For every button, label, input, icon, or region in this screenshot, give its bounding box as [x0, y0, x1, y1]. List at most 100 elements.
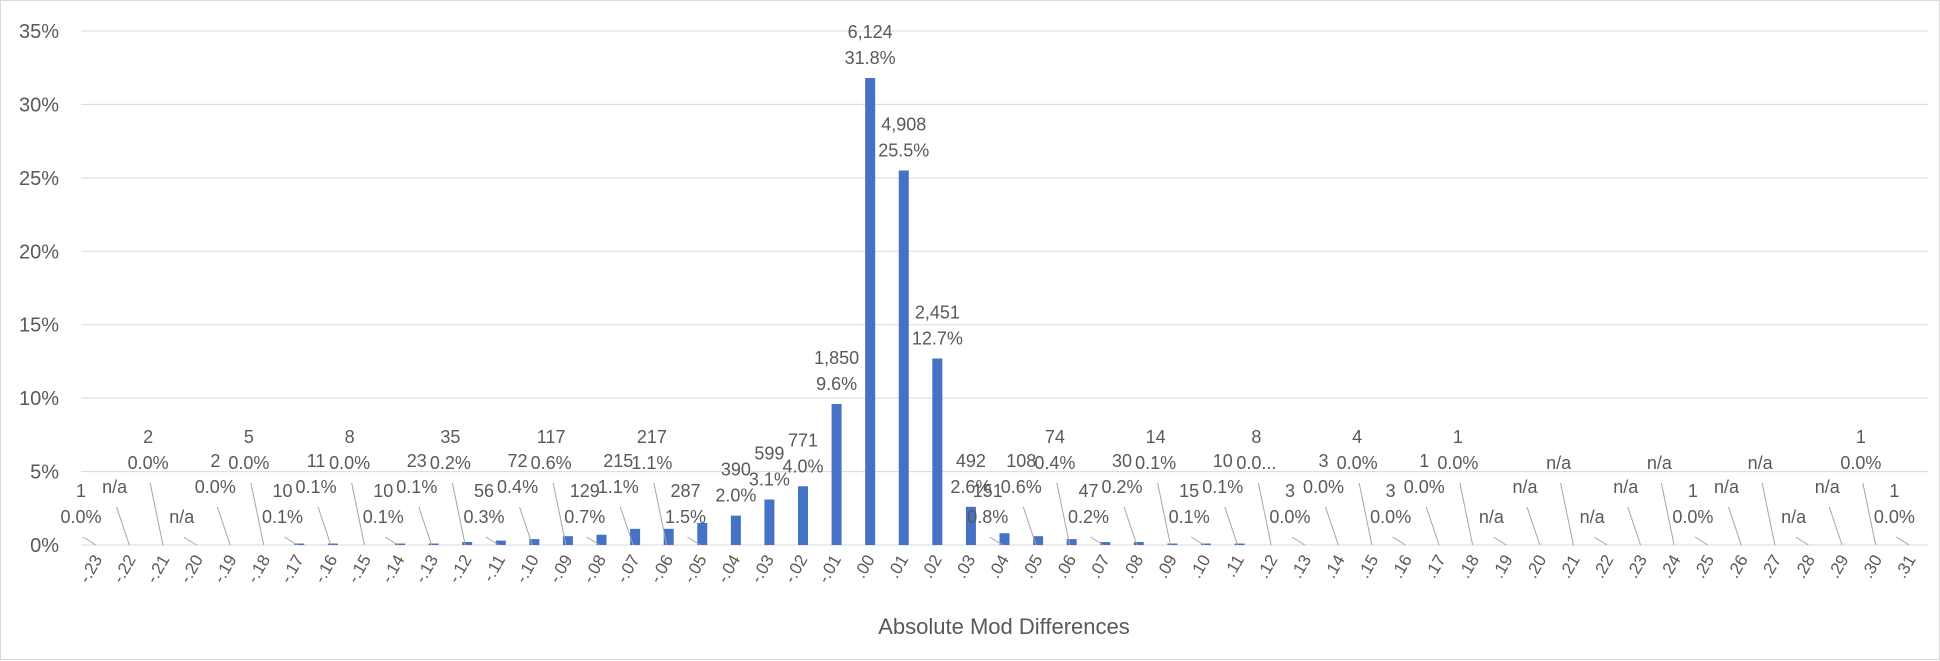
bar [865, 77, 876, 545]
y-tick-label: 15% [19, 315, 59, 337]
leader-line [82, 536, 97, 546]
data-label-count: 5 [244, 427, 254, 447]
data-label-count: 771 [788, 430, 818, 450]
data-label-percent: 31.8% [845, 48, 896, 68]
data-label-count: 1 [1419, 451, 1429, 471]
data-label-count: 108 [1006, 451, 1036, 471]
leader-line [250, 482, 265, 546]
leader-line [1896, 536, 1910, 546]
leader-line [1157, 482, 1171, 546]
x-tick-label: -.13 [411, 552, 442, 587]
bar [697, 522, 708, 545]
leader-line [1022, 506, 1037, 546]
x-tick-label: -.02 [780, 552, 811, 587]
leader-line [989, 536, 1003, 546]
leader-line [1493, 536, 1507, 546]
data-label-percent: 0.0% [1269, 507, 1310, 527]
x-tick-label: .07 [1085, 552, 1113, 582]
leader-line [1190, 536, 1205, 546]
data-label-percent: 0.1% [1202, 477, 1243, 497]
x-tick-label: .19 [1488, 552, 1516, 582]
leader-line [1660, 482, 1675, 546]
leader-line [284, 536, 298, 546]
data-label-count: 151 [973, 481, 1003, 501]
data-label-count: 2 [210, 451, 220, 471]
bar [327, 543, 338, 545]
x-tick-label: -.22 [109, 552, 140, 587]
leader-line [1257, 482, 1272, 546]
x-axis: -.23 -.22 -.21 -.20 -.19 -.18 -.17 -.16 -.15 -.14… [75, 552, 1920, 587]
leader-line [1862, 482, 1877, 546]
x-tick-label: .04 [985, 552, 1013, 582]
data-label-percent: 1.5% [665, 507, 706, 527]
data-label-percent: 0.0% [329, 453, 370, 473]
x-tick-label: -.03 [747, 552, 778, 587]
data-label-count: 56 [474, 481, 494, 501]
bar [428, 543, 439, 545]
leader-line [1291, 536, 1306, 546]
data-label-count: 4 [1352, 427, 1362, 447]
bar [529, 539, 540, 545]
leader-line [619, 506, 634, 546]
data-label-percent: 0.1% [363, 507, 404, 527]
x-tick-label: -.10 [512, 552, 543, 587]
bar [462, 542, 473, 545]
data-label-count: n/a [1748, 453, 1774, 473]
data-label-percent: 0.2% [1102, 477, 1143, 497]
leader-line [1627, 506, 1642, 546]
x-tick-label: .03 [951, 552, 979, 582]
x-tick-label: -.23 [75, 552, 106, 587]
data-label-percent: 0.0% [1840, 453, 1881, 473]
leader-line [586, 536, 600, 546]
x-tick-label: .26 [1723, 552, 1751, 582]
bar [663, 528, 674, 545]
x-tick-label: -.07 [612, 552, 643, 587]
x-tick-label: .05 [1018, 552, 1046, 582]
data-label-count: 10 [373, 481, 393, 501]
data-label-count: 8 [1251, 427, 1261, 447]
x-tick-label: -.16 [310, 552, 341, 587]
y-tick-label: 20% [19, 241, 59, 263]
x-tick-label: .20 [1522, 552, 1550, 582]
y-tick-label: 5% [30, 462, 59, 484]
x-axis-title: Absolute Mod Differences [878, 614, 1130, 639]
data-label-percent: 0.7% [564, 507, 605, 527]
data-label-percent: 0.0% [228, 453, 269, 473]
data-label-percent: 0.2% [430, 453, 471, 473]
x-tick-label: .06 [1052, 552, 1080, 582]
bar [1167, 543, 1178, 545]
y-tick-label: 30% [19, 94, 59, 116]
bar [1033, 536, 1044, 545]
data-label-percent: 0.0% [1437, 453, 1478, 473]
x-tick-label: -.20 [176, 552, 207, 587]
data-label-percent: 0.2% [1068, 507, 1109, 527]
data-label-count: 47 [1078, 481, 1098, 501]
bar [294, 543, 305, 545]
data-label-percent: 0.1% [1135, 453, 1176, 473]
leader-line [1123, 506, 1138, 546]
x-tick-label: .28 [1791, 552, 1819, 582]
bar [1133, 542, 1144, 545]
x-tick-label: .15 [1354, 552, 1382, 582]
data-label-count: 215 [603, 451, 633, 471]
data-label-percent: 0.0... [1236, 453, 1276, 473]
x-tick-label: .09 [1153, 552, 1181, 582]
leader-line [485, 536, 500, 546]
data-label-percent: 0.4% [497, 477, 538, 497]
data-label-percent: 0.0% [1874, 507, 1915, 527]
x-tick-label: .21 [1556, 552, 1584, 582]
x-tick-label: .29 [1824, 552, 1852, 582]
data-label-count: 1 [1453, 427, 1463, 447]
x-tick-label: .08 [1119, 552, 1147, 582]
data-label-percent: 4.0% [782, 456, 823, 476]
x-tick-label: -.06 [646, 552, 677, 587]
leader-line [519, 506, 533, 546]
data-label-count: 4,908 [881, 115, 926, 135]
data-label-count: n/a [1647, 453, 1673, 473]
bars [294, 77, 1245, 545]
data-label-percent: 0.0% [1672, 507, 1713, 527]
data-label-count: 72 [508, 451, 528, 471]
bar [798, 486, 809, 545]
data-label-count: 287 [670, 481, 700, 501]
